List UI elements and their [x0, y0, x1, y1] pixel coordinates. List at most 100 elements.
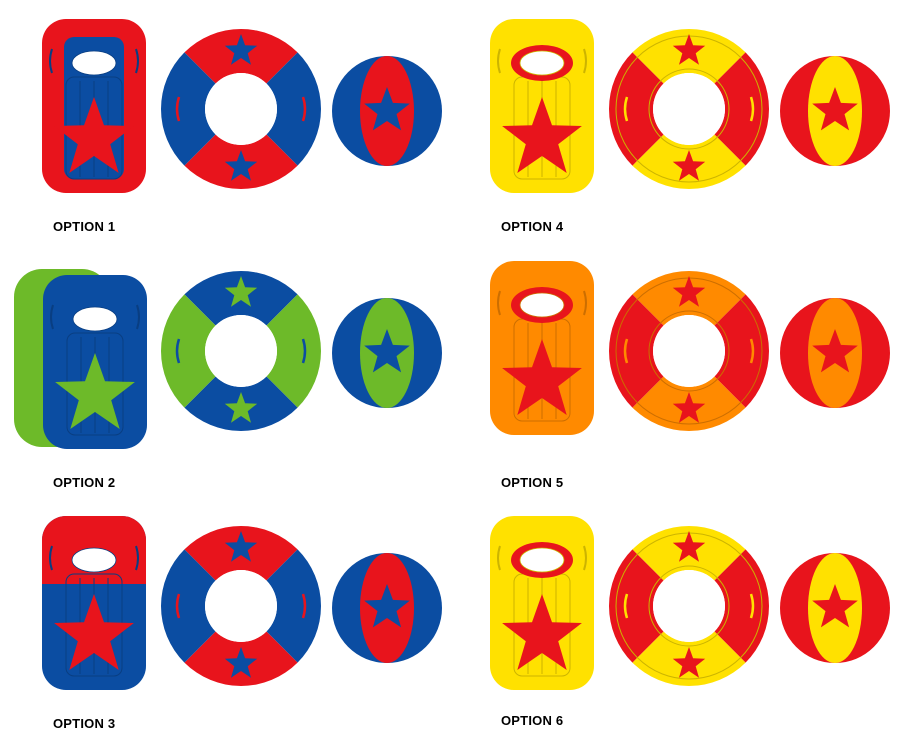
- swim-ring-handle: [301, 338, 307, 364]
- star-icon: [812, 329, 858, 373]
- star-icon: [672, 392, 706, 423]
- swim-ring: [161, 526, 321, 686]
- option-label: OPTION 2: [53, 475, 116, 490]
- pool-board-handle: [583, 48, 587, 74]
- swim-ring-segment: [714, 549, 769, 663]
- star-icon: [672, 531, 706, 562]
- star-icon: [54, 594, 134, 670]
- swim-ring-segment: [266, 549, 321, 663]
- beach-ball: [332, 298, 442, 408]
- star-icon: [224, 34, 258, 65]
- star-icon: [672, 647, 706, 678]
- swim-ring-segment: [714, 52, 769, 166]
- star-icon: [224, 392, 258, 423]
- option-5[interactable]: OPTION 5: [458, 257, 898, 497]
- beach-ball: [780, 298, 890, 408]
- option-label: OPTION 5: [501, 475, 564, 490]
- star-icon: [224, 276, 258, 307]
- option-label: OPTION 3: [53, 716, 116, 731]
- pool-board-handle: [497, 290, 501, 316]
- star-icon: [672, 150, 706, 181]
- pool-board-handle: [583, 545, 587, 571]
- pool-toys-illustration: [14, 269, 442, 449]
- swim-ring: [609, 271, 769, 431]
- swim-ring-handle: [749, 338, 755, 364]
- star-icon: [224, 150, 258, 181]
- star-icon: [502, 594, 582, 670]
- swim-ring-handle: [175, 593, 181, 619]
- star-icon: [364, 329, 410, 373]
- pool-board-handle: [50, 304, 54, 330]
- swim-ring-segment: [266, 294, 321, 408]
- star-icon: [502, 97, 582, 173]
- beach-ball: [780, 56, 890, 166]
- star-icon: [812, 87, 858, 131]
- star-icon: [224, 647, 258, 678]
- option-2[interactable]: OPTION 2: [10, 257, 450, 497]
- option-4[interactable]: OPTION 4: [458, 15, 898, 255]
- pool-board-head-hole: [71, 547, 117, 573]
- pool-toys-illustration: [490, 19, 890, 193]
- swim-ring-hole: [205, 570, 277, 642]
- pool-board: [490, 261, 594, 435]
- beach-ball: [780, 553, 890, 663]
- swim-ring-handle: [623, 96, 629, 122]
- pool-board: [490, 516, 594, 690]
- swim-ring-segment: [609, 52, 664, 166]
- beach-ball: [332, 553, 442, 663]
- swim-ring-hole: [205, 315, 277, 387]
- swim-ring-seam: [648, 310, 730, 392]
- swim-ring-hole: [653, 315, 725, 387]
- swim-ring-seam: [648, 68, 730, 150]
- pool-board: [42, 19, 146, 193]
- pool-board-handle: [497, 545, 501, 571]
- swim-ring-segment: [609, 294, 664, 408]
- star-icon: [364, 584, 410, 628]
- swim-ring-hole: [653, 570, 725, 642]
- swim-ring-segment: [609, 549, 664, 663]
- option-1[interactable]: OPTION 1: [10, 15, 450, 255]
- option-label: OPTION 6: [501, 713, 564, 728]
- pool-board-handle: [136, 304, 140, 330]
- star-icon: [55, 353, 135, 429]
- pool-board-handle: [135, 545, 139, 571]
- swim-ring-handle: [175, 96, 181, 122]
- swim-ring-handle: [749, 593, 755, 619]
- swim-ring-handle: [623, 593, 629, 619]
- swim-ring-hole: [205, 73, 277, 145]
- pool-board: [490, 19, 594, 193]
- swim-ring-segment: [161, 549, 216, 663]
- swim-ring-segment: [266, 52, 321, 166]
- option-3[interactable]: OPTION 3: [10, 512, 450, 752]
- pool-board: [14, 269, 147, 449]
- swim-ring-handle: [175, 338, 181, 364]
- star-icon: [672, 34, 706, 65]
- beach-ball: [332, 56, 442, 166]
- pool-board-handle: [135, 48, 139, 74]
- pool-board-handle: [497, 48, 501, 74]
- option-6[interactable]: OPTION 6: [458, 512, 898, 752]
- swim-ring-handle: [623, 338, 629, 364]
- star-icon: [224, 531, 258, 562]
- pool-board-head-hole: [519, 547, 565, 573]
- swim-ring-segment: [161, 52, 216, 166]
- star-icon: [54, 97, 134, 173]
- swim-ring: [609, 526, 769, 686]
- pool-board-handle: [583, 290, 587, 316]
- pool-toys-illustration: [490, 261, 890, 435]
- star-icon: [812, 584, 858, 628]
- star-icon: [364, 87, 410, 131]
- swim-ring-segment: [714, 294, 769, 408]
- star-icon: [672, 276, 706, 307]
- pool-board-head-hole: [519, 50, 565, 76]
- pool-toys-illustration: [42, 19, 442, 193]
- swim-ring: [609, 28, 769, 189]
- pool-board: [42, 516, 146, 690]
- star-icon: [502, 339, 582, 415]
- swim-ring-hole: [653, 73, 725, 145]
- swim-ring-seam: [648, 565, 730, 647]
- option-label: OPTION 4: [501, 219, 564, 234]
- swim-ring-handle: [301, 96, 307, 122]
- pool-board-head-hole: [72, 306, 118, 332]
- swim-ring-segment: [161, 294, 216, 408]
